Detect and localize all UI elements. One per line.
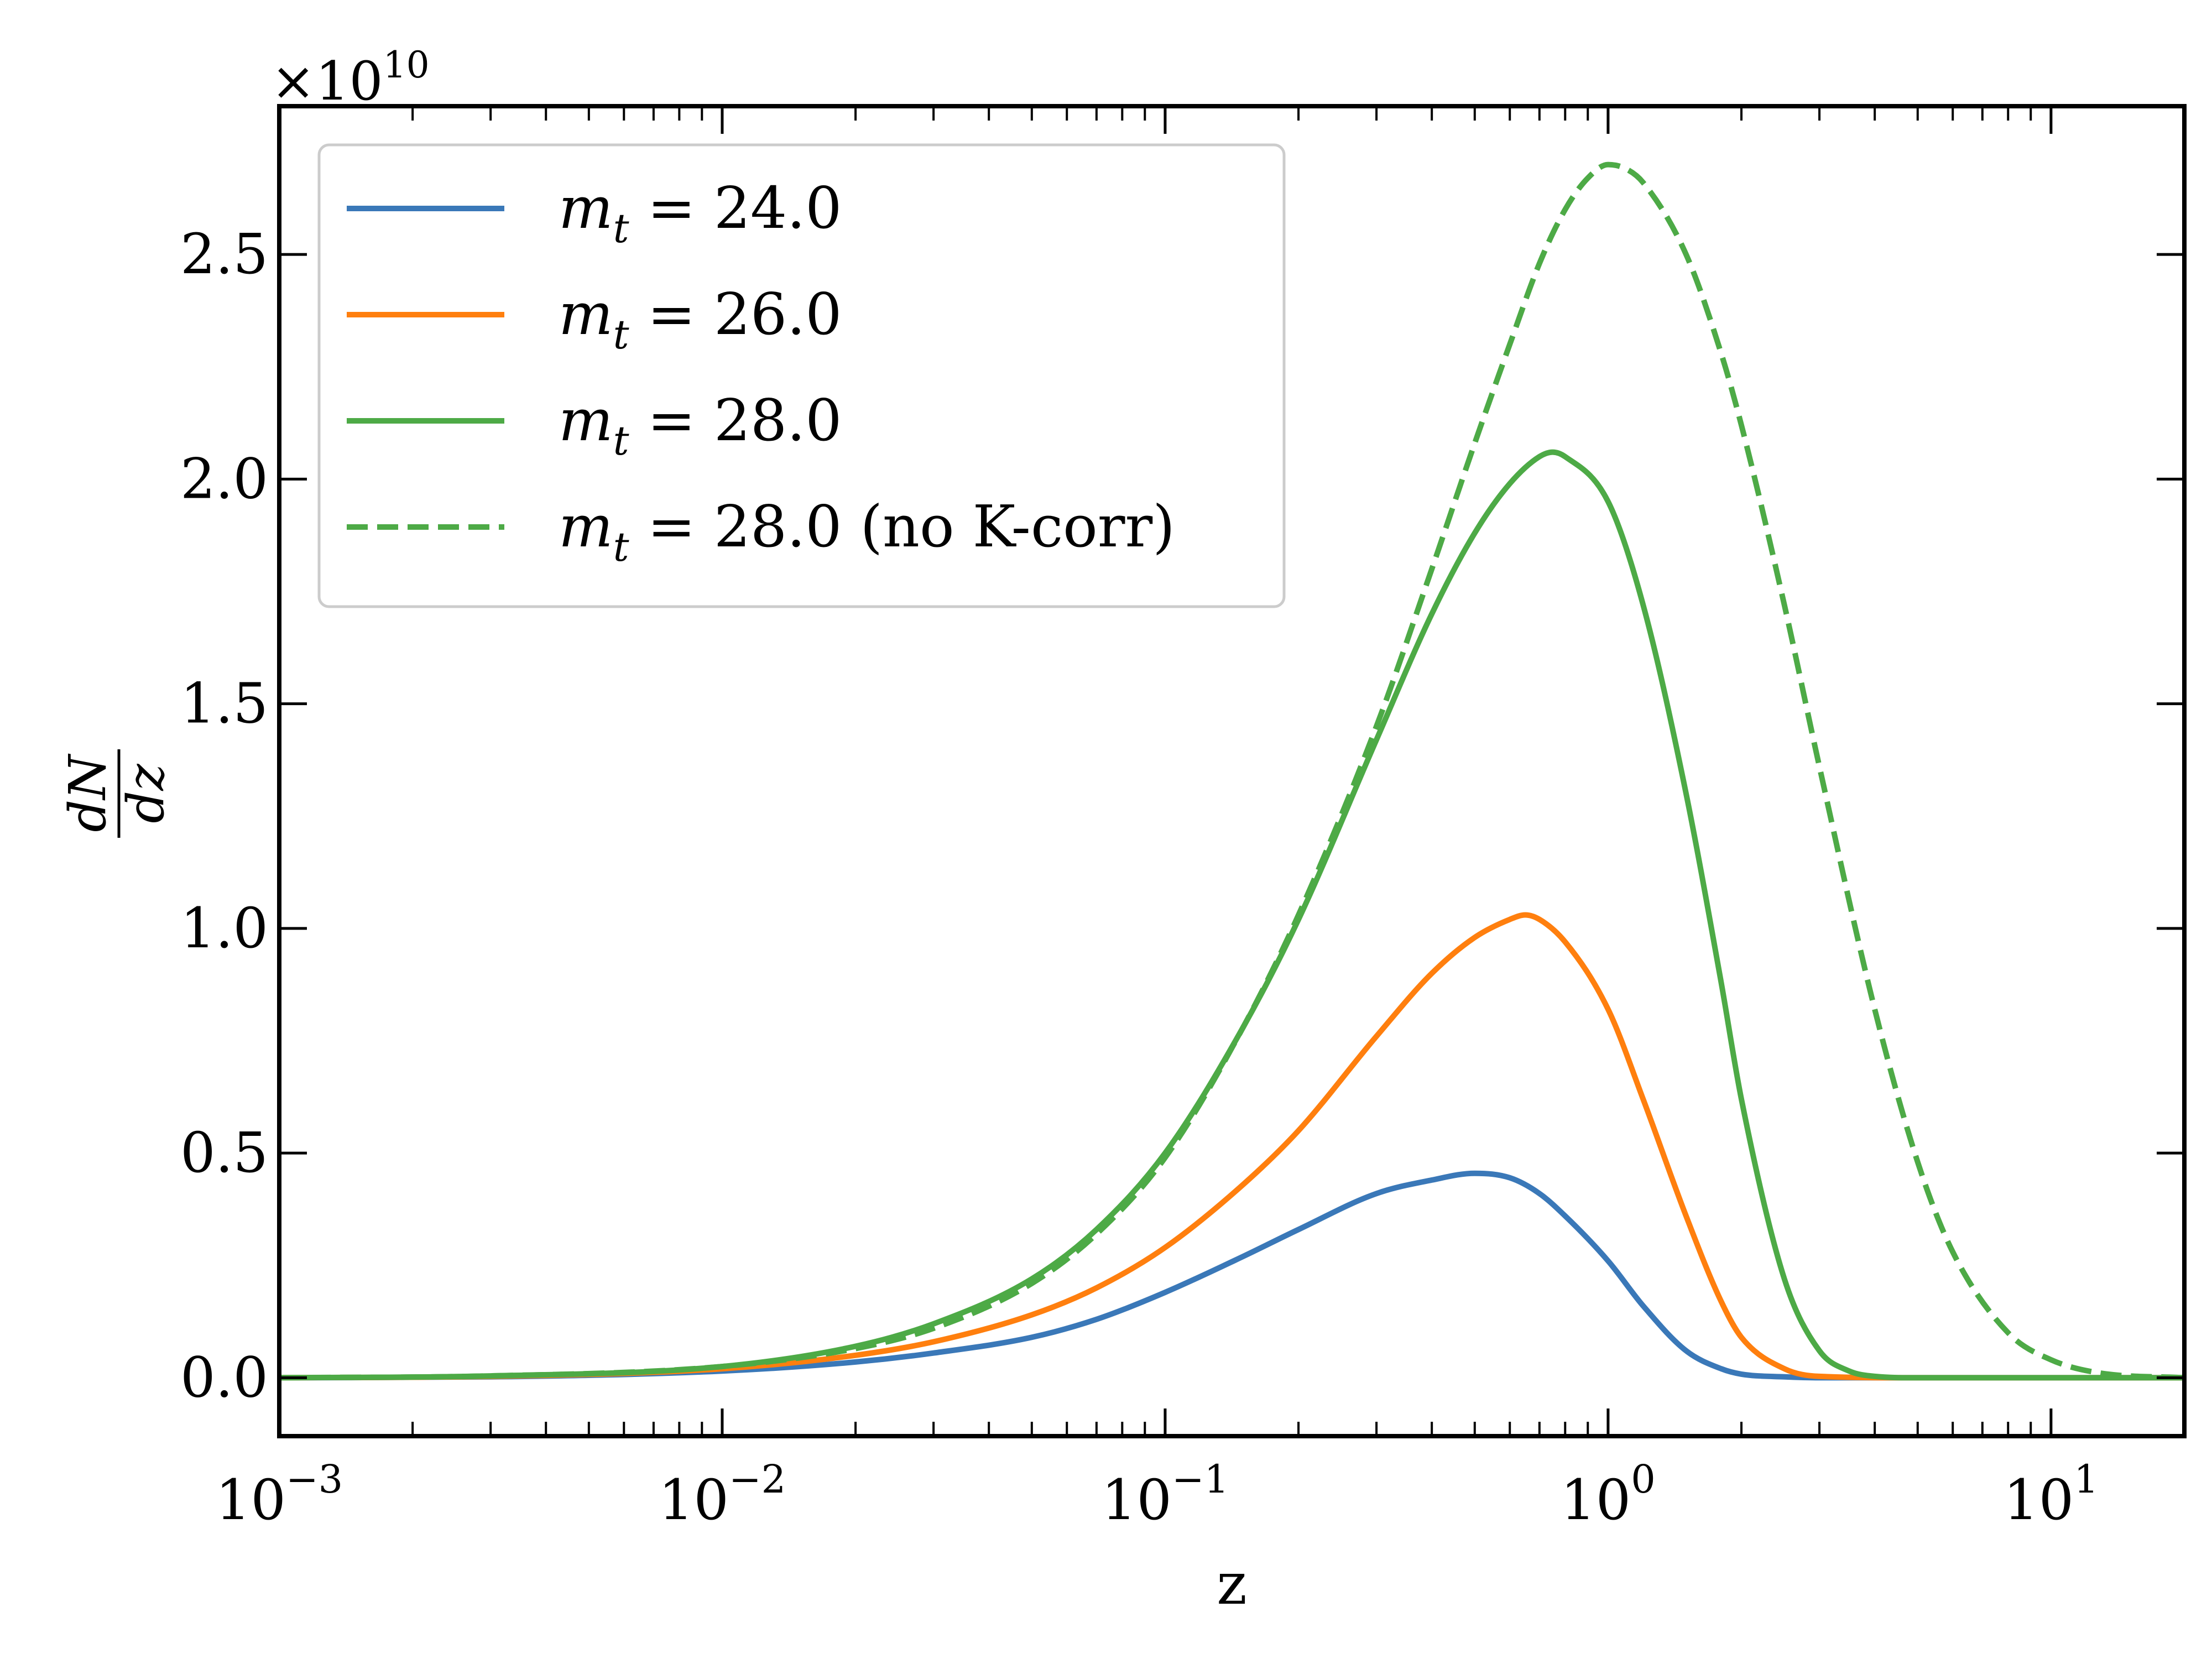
legend-label-3: mt = 28.0 <box>559 387 842 464</box>
x-axis-label: z <box>1217 1550 1247 1618</box>
y-tick-label: 2.0 <box>180 446 268 511</box>
x-tick-label: 10−1 <box>1102 1457 1229 1532</box>
legend-label-1: mt = 24.0 <box>559 174 842 252</box>
x-tick-labels: 10−3 10−2 10−1 100 101 <box>216 1457 2099 1532</box>
y-tick-label: 1.0 <box>180 896 268 961</box>
series-group <box>279 161 2184 1381</box>
legend-label-2: mt = 26.0 <box>559 280 842 358</box>
series-line-4 <box>279 161 2184 1381</box>
x-tick-label: 101 <box>2004 1457 2099 1532</box>
x-tick-label: 100 <box>1561 1457 1656 1532</box>
x-tick-label: 10−3 <box>216 1457 343 1532</box>
y-axis-label-numerator: dN <box>58 753 117 832</box>
y-tick-label: 2.5 <box>180 222 268 286</box>
legend-label-4: mt = 28.0 (no K-corr) <box>559 493 1175 570</box>
y-axis-label: dN dz <box>58 749 175 838</box>
y-axis-label-denominator: dz <box>116 764 175 823</box>
y-tick-labels: 0.0 0.5 1.0 1.5 2.0 2.5 <box>180 222 268 1410</box>
y-tick-label: 0.5 <box>180 1120 268 1185</box>
plot-frame <box>277 104 2187 1438</box>
y-multiplier-label: ×1010 <box>271 44 430 112</box>
legend-box <box>317 143 1286 608</box>
legend: mt = 24.0 mt = 26.0 mt = 28.0 mt = 28.0 (no… <box>317 143 1286 608</box>
series-line-2 <box>279 912 2184 1381</box>
series-line-1 <box>279 1170 2184 1381</box>
series-line-3 <box>279 449 2184 1381</box>
y-tick-label: 1.5 <box>180 671 268 736</box>
x-tick-label: 10−2 <box>659 1457 786 1532</box>
y-tick-label: 0.0 <box>180 1345 268 1410</box>
